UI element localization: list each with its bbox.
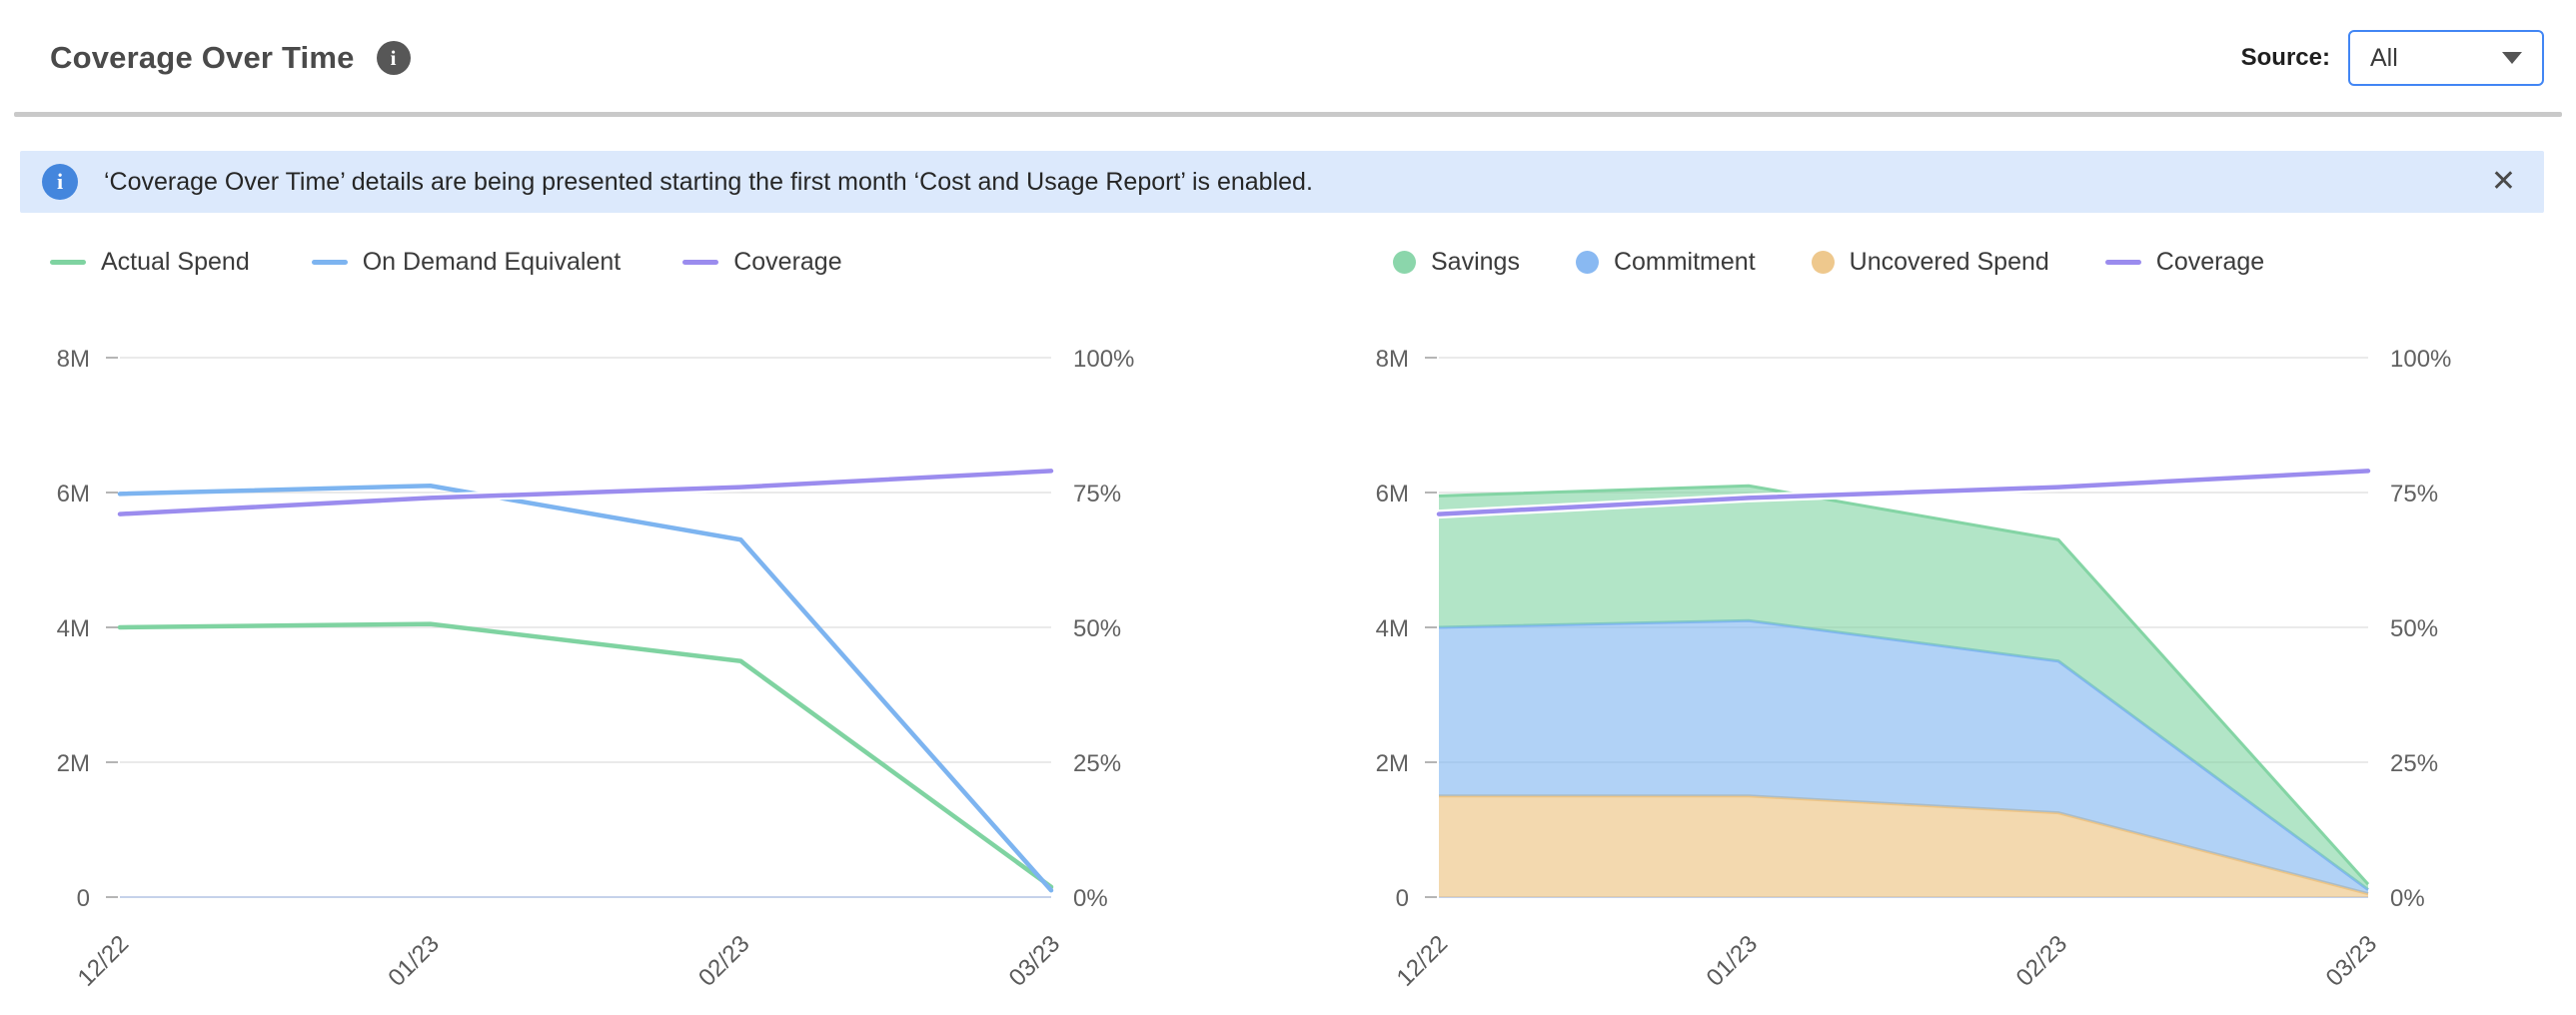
x-axis-label: 12/22 <box>1392 930 1454 992</box>
x-axis-label: 03/23 <box>1004 930 1066 992</box>
source-select[interactable]: All <box>2348 30 2544 86</box>
panel-header: Coverage Over Time i Source: All <box>0 0 2576 98</box>
legend-item-commitment[interactable]: Commitment <box>1575 247 1756 277</box>
banner-info-icon-glyph: i <box>56 169 64 194</box>
legend-label: Commitment <box>1613 247 1756 276</box>
line-coverage <box>117 469 1054 516</box>
legend-item-coverage[interactable]: Coverage <box>682 247 842 277</box>
banner-info-icon: i <box>42 164 78 200</box>
legend-label: Savings <box>1431 247 1520 276</box>
area-chart-legend: Savings Commitment Uncovered Spend Coverage <box>1359 243 2526 281</box>
spend-area-chart-block: Savings Commitment Uncovered Spend Coverage… <box>1359 243 2526 1010</box>
y2-axis-label: 75% <box>1073 481 1121 508</box>
y-axis-label: 0 <box>77 885 90 912</box>
source-filter-group: Source: All <box>2241 30 2544 86</box>
legend-label: Coverage <box>733 247 842 276</box>
area-edge-savings <box>1438 484 2370 886</box>
area-savings <box>1439 486 2368 890</box>
line-coverage <box>1436 469 2371 516</box>
y-axis-label: 2M <box>57 750 90 777</box>
close-icon[interactable]: ✕ <box>2490 165 2516 198</box>
legend-swatch-on-demand-equivalent <box>311 259 348 265</box>
legend-label: Coverage <box>2155 247 2265 276</box>
y-axis-label: 6M <box>57 481 90 508</box>
area-commitment <box>1439 620 2368 894</box>
y2-axis-label: 0% <box>1073 885 1108 912</box>
legend-label: Actual Spend <box>101 247 250 276</box>
y-axis-label: 4M <box>57 615 90 642</box>
y-axis-label: 4M <box>1376 615 1409 642</box>
y2-axis-label: 100% <box>1073 346 1134 373</box>
coverage-stacked-area-chart[interactable]: 8M 100% 6M 75% 4M 50% 2M 25% 0 0% 12/22 01/23 02/23 0… <box>1359 331 2526 1010</box>
legend-swatch-commitment <box>1575 250 1599 274</box>
y2-axis-label: 75% <box>2390 481 2438 508</box>
caret-down-icon <box>2502 52 2522 64</box>
x-axis-label: 03/23 <box>2321 930 2383 992</box>
x-axis-label: 01/23 <box>383 930 445 992</box>
y2-axis-label: 50% <box>2390 615 2438 642</box>
legend-swatch-coverage <box>682 259 719 265</box>
line-on-demand-equivalent <box>117 484 1054 893</box>
legend-item-savings[interactable]: Savings <box>1393 248 1520 277</box>
area-uncovered-spend <box>1439 795 2368 897</box>
legend-label: Uncovered Spend <box>1849 247 2049 276</box>
x-axis-label: 01/23 <box>1702 930 1764 992</box>
line-actual-spend <box>117 621 1054 890</box>
source-select-value: All <box>2370 43 2398 72</box>
banner-text: ‘Coverage Over Time’ details are being p… <box>104 167 1313 196</box>
y2-axis-label: 0% <box>2390 885 2425 912</box>
legend-item-uncovered-spend[interactable]: Uncovered Spend <box>1811 247 2049 277</box>
y2-axis-label: 25% <box>1073 750 1121 777</box>
header-title-group: Coverage Over Time i <box>50 40 411 76</box>
x-axis-label: 02/23 <box>693 930 755 992</box>
legend-label: On Demand Equivalent <box>362 247 622 276</box>
y-axis-label: 8M <box>57 346 90 373</box>
header-divider <box>14 112 2562 117</box>
info-icon-glyph: i <box>390 45 397 70</box>
spend-line-chart-block: Actual Spend On Demand Equivalent Coverage… <box>40 243 1189 1010</box>
x-axis-label: 02/23 <box>2011 930 2073 992</box>
legend-swatch-savings <box>1393 250 1416 274</box>
y2-axis-label: 50% <box>1073 615 1121 642</box>
legend-item-on-demand-equivalent[interactable]: On Demand Equivalent <box>311 247 622 277</box>
coverage-line-chart[interactable]: 8M 100% 6M 75% 4M 50% 2M 25% 0 0% 12/22 01/23 02/23 0… <box>40 331 1189 1010</box>
y2-axis-label: 100% <box>2390 346 2451 373</box>
legend-swatch-uncovered-spend <box>1811 250 1835 274</box>
y-axis-label: 6M <box>1376 481 1409 508</box>
legend-item-coverage[interactable]: Coverage <box>2104 247 2265 277</box>
charts-row: Actual Spend On Demand Equivalent Coverage… <box>0 243 2576 1010</box>
legend-item-actual-spend[interactable]: Actual Spend <box>50 248 250 277</box>
page-title: Coverage Over Time <box>50 40 355 75</box>
y-axis-label: 2M <box>1376 750 1409 777</box>
info-banner: i ‘Coverage Over Time’ details are being… <box>20 151 2544 213</box>
line-chart-legend: Actual Spend On Demand Equivalent Coverage <box>40 243 1189 281</box>
y-axis-label: 8M <box>1376 346 1409 373</box>
info-icon[interactable]: i <box>376 41 411 75</box>
legend-swatch-coverage <box>2104 259 2141 265</box>
x-axis-label: 12/22 <box>73 930 135 992</box>
y2-axis-label: 25% <box>2390 750 2438 777</box>
y-axis-label: 0 <box>1396 885 1409 912</box>
source-label: Source: <box>2240 44 2330 71</box>
legend-swatch-actual-spend <box>50 259 86 265</box>
